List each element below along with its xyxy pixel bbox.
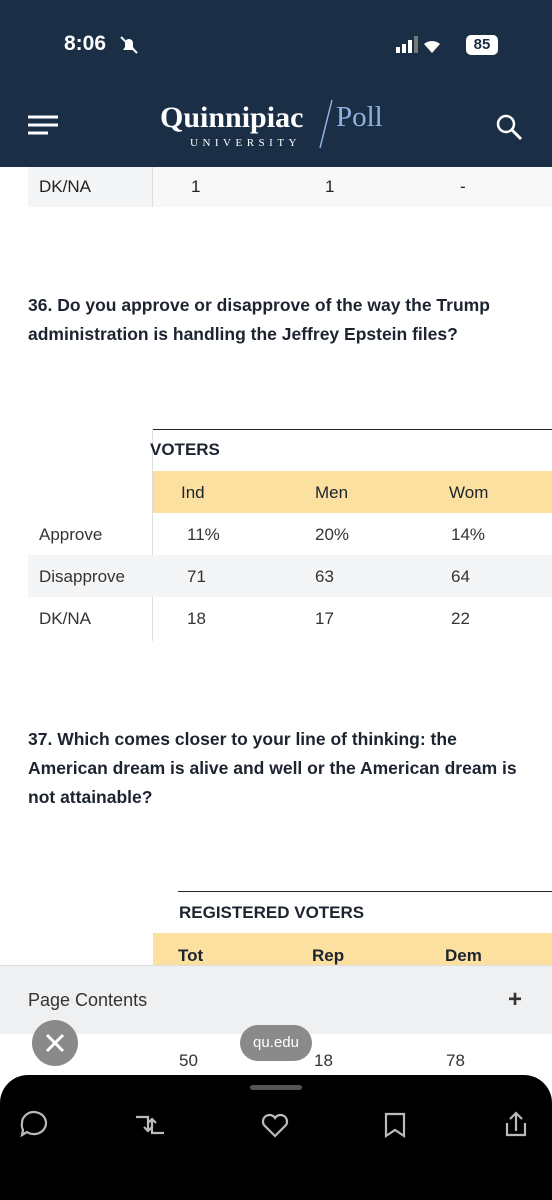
cell: 11% xyxy=(187,525,220,544)
cell: 71 xyxy=(187,567,206,586)
table-rule xyxy=(152,429,552,430)
previous-table: DK/NA 1 1 - xyxy=(0,167,552,207)
brand: Quinnipiac xyxy=(160,101,304,134)
cell: 18 xyxy=(187,609,206,628)
brand-slash xyxy=(319,99,333,149)
top-bar: 8:06 85 Quinnipiac Poll UNIVERSITY xyxy=(0,0,552,167)
menu-button[interactable] xyxy=(26,112,60,138)
cell: 50 xyxy=(179,1051,198,1070)
cell: 1 xyxy=(325,177,335,196)
cell: 18 xyxy=(314,1051,333,1070)
row-label: Approve xyxy=(39,525,103,544)
column-header: Tot xyxy=(178,946,204,965)
page-contents-toggle[interactable]: + xyxy=(508,986,523,1013)
header-row xyxy=(153,933,552,965)
column-header: Wom xyxy=(449,483,489,502)
column-header: Men xyxy=(315,483,349,502)
cell: 14% xyxy=(451,525,486,544)
row-bg xyxy=(28,555,552,597)
label-cell-bg xyxy=(28,167,153,207)
header-row xyxy=(153,471,552,513)
cell: 63 xyxy=(315,567,334,586)
cell: 22 xyxy=(451,609,470,628)
group-label: REGISTERED VOTERS xyxy=(179,903,365,922)
brand-suffix: Poll xyxy=(336,101,383,133)
row-label: Disapprove xyxy=(39,567,125,586)
cell: 78 xyxy=(446,1051,465,1070)
cell: DK/NA xyxy=(39,177,91,196)
question: 36. Do you approve or disapprove of the … xyxy=(28,295,490,344)
cell: 17 xyxy=(315,609,334,628)
bottom-toolbar xyxy=(0,1075,552,1200)
question: 37. Which comes closer to your line of t… xyxy=(28,729,517,807)
row-bg xyxy=(153,167,552,207)
column-header: Rep xyxy=(312,946,345,965)
row-label: DK/NA xyxy=(39,609,91,628)
cell: - xyxy=(460,177,466,196)
close-button[interactable] xyxy=(32,1020,78,1066)
battery: 85 xyxy=(466,35,498,55)
cell: 20% xyxy=(315,525,350,544)
brand-subtitle: UNIVERSITY xyxy=(190,137,301,149)
search-button[interactable] xyxy=(494,112,524,142)
column-header: Dem xyxy=(445,946,482,965)
cell: 64 xyxy=(451,567,470,586)
group-label: VOTERS xyxy=(150,440,220,459)
handle xyxy=(250,1085,302,1090)
cell: 1 xyxy=(191,177,201,196)
bell-muted-icon xyxy=(120,36,138,54)
page-contents-bar[interactable]: Page Contents + xyxy=(0,965,552,1034)
toolbar-icons[interactable] xyxy=(0,1105,552,1145)
time: 8:06 xyxy=(64,32,107,55)
table: VOTERS Ind Men Wom Approve 11% 20% 14% Disapprov… xyxy=(0,429,552,641)
table-rule xyxy=(178,891,552,892)
column-header: Ind xyxy=(181,483,205,502)
table-divider xyxy=(152,429,153,641)
table: REGISTERED VOTERS Tot Rep Dem 50 18 78 xyxy=(0,891,552,1071)
page-contents-label: Page Contents xyxy=(28,990,148,1010)
url-pill[interactable]: qu.edu xyxy=(240,1025,312,1061)
signal-wifi-icons xyxy=(396,36,440,53)
